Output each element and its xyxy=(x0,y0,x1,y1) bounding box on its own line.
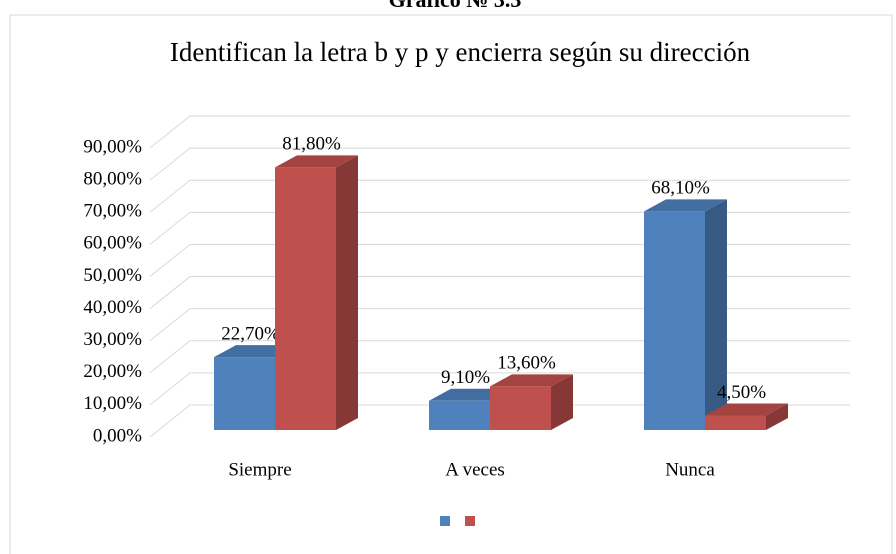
data-label: 22,70% xyxy=(221,323,280,344)
grid-line xyxy=(149,308,850,342)
bar-face xyxy=(490,374,573,387)
grid-line xyxy=(149,211,850,245)
y-tick-label: 80,00% xyxy=(83,168,142,189)
grid-line xyxy=(149,276,850,309)
legend-swatch xyxy=(465,516,475,526)
bar-face xyxy=(705,199,727,430)
bar-face xyxy=(644,211,705,430)
bar-face xyxy=(490,386,551,430)
bar-face xyxy=(275,167,336,430)
grid-line xyxy=(149,147,850,181)
grid-line xyxy=(149,115,850,149)
chart-frame xyxy=(9,14,893,554)
bar-face xyxy=(429,400,490,430)
grid-line xyxy=(149,179,850,213)
bar-face xyxy=(644,199,727,212)
y-tick-label: 60,00% xyxy=(83,233,142,254)
x-tick-label: A veces xyxy=(445,459,505,480)
y-tick-label: 50,00% xyxy=(83,265,142,286)
grid-line xyxy=(149,340,850,374)
y-tick-label: 10,00% xyxy=(83,393,142,414)
bar-face xyxy=(705,415,766,430)
bar-face xyxy=(214,357,275,430)
bar xyxy=(705,403,788,430)
x-tick-label: Nunca xyxy=(665,459,715,480)
bar-face xyxy=(705,403,788,416)
legend-swatch xyxy=(440,516,450,526)
heading: Gráfico № 3.3 xyxy=(389,0,522,12)
y-tick-label: 70,00% xyxy=(83,201,142,222)
y-tick-label: 40,00% xyxy=(83,297,142,318)
bar-face xyxy=(336,155,358,430)
data-label: 9,10% xyxy=(441,367,490,388)
bar-face xyxy=(766,403,788,430)
bar xyxy=(275,155,358,430)
y-tick-label: 20,00% xyxy=(83,361,142,382)
y-tick-label: 30,00% xyxy=(83,329,142,350)
grid-line xyxy=(149,372,850,406)
y-tick-label: 0,00% xyxy=(93,425,142,446)
bar-face xyxy=(275,155,358,168)
x-tick-label: Siempre xyxy=(228,459,291,480)
bar xyxy=(490,374,573,430)
data-label: 4,50% xyxy=(717,382,766,403)
data-label: 68,10% xyxy=(651,178,710,199)
bar-face xyxy=(551,374,573,430)
grid-line xyxy=(149,404,850,438)
grid-line xyxy=(149,243,850,277)
chart-title: Identifican la letra b y p y encierra se… xyxy=(170,37,751,67)
data-label: 13,60% xyxy=(497,353,556,374)
data-label: 81,80% xyxy=(282,134,341,155)
y-tick-label: 90,00% xyxy=(83,136,142,157)
bar xyxy=(644,199,727,430)
